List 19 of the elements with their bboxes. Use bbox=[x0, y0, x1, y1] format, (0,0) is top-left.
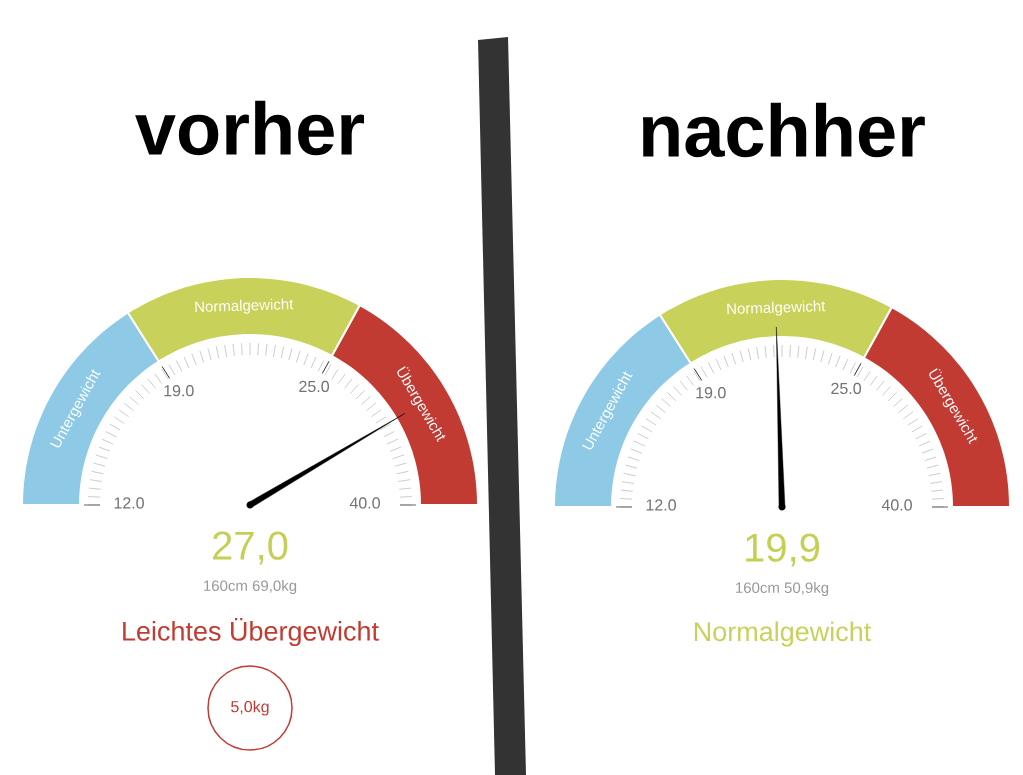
text: 160cm 50,9kg bbox=[736, 581, 829, 596]
text: 160cm 69,0kg bbox=[204, 579, 297, 594]
text: 19.0 bbox=[164, 385, 194, 397]
text: 27,0 bbox=[213, 531, 288, 565]
text: 25.0 bbox=[831, 382, 862, 395]
slice-label: Normalgewicht bbox=[727, 300, 826, 316]
text: 40.0 bbox=[349, 497, 380, 509]
text: Normalgewicht bbox=[694, 621, 872, 647]
text: 12.0 bbox=[646, 499, 676, 511]
slice-label: Normalgewicht bbox=[195, 298, 294, 314]
text: 25.0 bbox=[299, 380, 330, 393]
text: Leichtes Übergewicht bbox=[123, 617, 379, 647]
chart-title: nachher bbox=[642, 102, 925, 158]
chart-title: vorher bbox=[135, 100, 365, 156]
text: 19,9 bbox=[746, 533, 820, 567]
text: 12.0 bbox=[114, 497, 144, 509]
text: 19.0 bbox=[696, 387, 726, 399]
text: 40.0 bbox=[881, 499, 912, 511]
text: 5,0kg bbox=[231, 700, 269, 716]
